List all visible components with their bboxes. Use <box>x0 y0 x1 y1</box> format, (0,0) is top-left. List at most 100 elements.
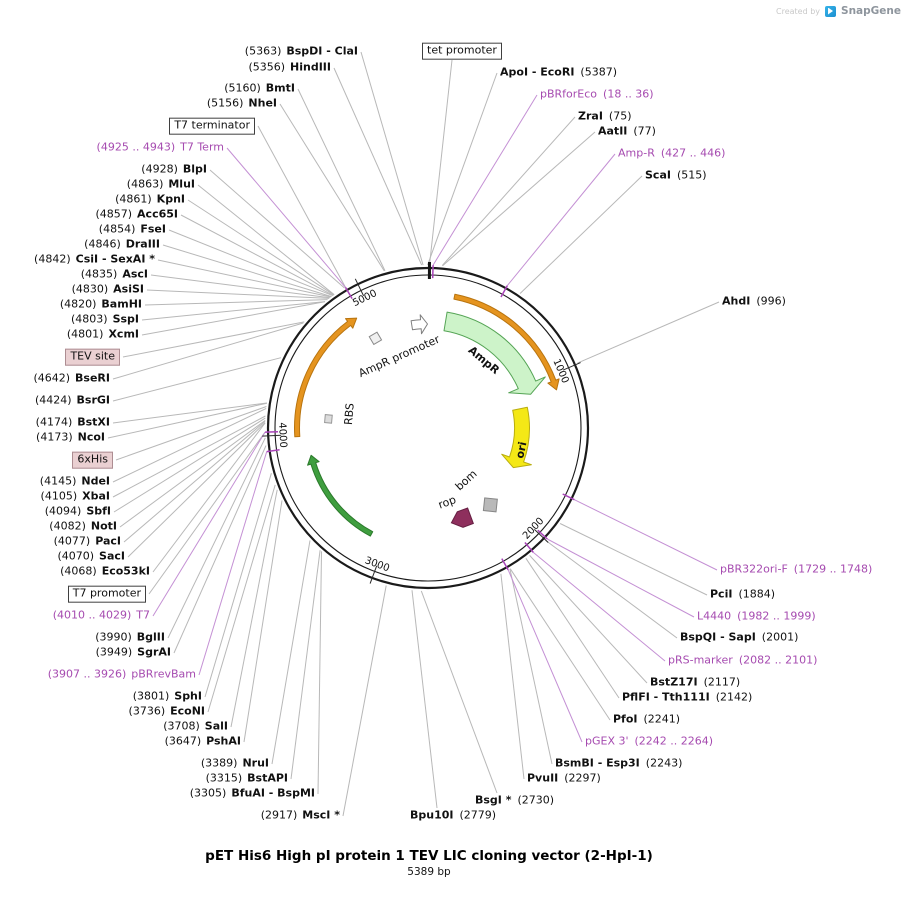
primer-tick[interactable] <box>562 493 575 501</box>
expression-cassette-arc[interactable] <box>294 317 358 438</box>
map-label-pfoi[interactable]: PfoI (2241) <box>613 713 680 727</box>
ampr-outline-arc[interactable] <box>453 293 560 391</box>
rop-mark[interactable] <box>449 507 474 531</box>
map-label-bsgi[interactable]: BsgI * (2730) <box>475 794 554 808</box>
map-label-ahdi[interactable]: AhdI (996) <box>722 295 786 309</box>
map-label-hindiii[interactable]: (5356) HindIII <box>248 61 331 75</box>
map-label-asci[interactable]: (4835) AscI <box>81 268 148 282</box>
map-label-apoi-ecori[interactable]: ApoI - EcoRI (5387) <box>500 66 617 80</box>
map-label-pbrforeco[interactable]: pBRforEco (18 .. 36) <box>540 88 654 102</box>
map-label-csii-sexai[interactable]: (4842) CsiI - SexAI * <box>34 253 155 267</box>
site-name: BstXI <box>77 415 110 429</box>
map-label-tet-promoter[interactable]: tet promoter <box>422 42 502 60</box>
map-label-pbr322ori-f[interactable]: pBR322ori-F (1729 .. 1748) <box>720 563 872 577</box>
map-label-fsei[interactable]: (4854) FseI <box>99 223 166 237</box>
primer-tick[interactable] <box>500 285 508 298</box>
map-label-bseri[interactable]: (4642) BseRI <box>33 372 110 386</box>
map-label-tev-site[interactable]: TEV site <box>65 348 120 366</box>
map-label-t7-terminator[interactable]: T7 terminator <box>169 117 255 135</box>
site-position: (4846) <box>84 237 121 251</box>
leader-line <box>207 484 276 713</box>
primer-tick[interactable] <box>344 287 353 299</box>
map-label-pflfi-tth111i[interactable]: PflFI - Tth111I (2142) <box>622 691 752 705</box>
map-label-noti[interactable]: (4082) NotI <box>49 520 117 534</box>
site-position: (4424) <box>34 393 72 407</box>
map-label-bspqi-sapi[interactable]: BspQI - SapI (2001) <box>680 631 798 645</box>
orf-arc[interactable] <box>307 454 374 537</box>
rbs-mark[interactable] <box>324 414 333 424</box>
map-label-zrai[interactable]: ZraI (75) <box>578 110 632 124</box>
map-label-acc65i[interactable]: (4857) Acc65I <box>95 208 178 222</box>
leader-line <box>420 590 498 794</box>
map-label-bstxi[interactable]: (4174) BstXI <box>36 415 110 430</box>
map-label-prs-marker[interactable]: pRS-marker (2082 .. 2101) <box>668 654 817 668</box>
map-label-saci[interactable]: (4070) SacI <box>57 550 125 564</box>
map-label-t7[interactable]: (4010 .. 4029) T7 <box>52 608 150 623</box>
map-label-sbfi[interactable]: (4094) SbfI <box>45 505 111 519</box>
map-label-l4440[interactable]: L4440 (1982 .. 1999) <box>697 610 816 624</box>
map-label-eco53ki[interactable]: (4068) Eco53kI <box>60 565 150 579</box>
primer-tick[interactable] <box>537 529 548 540</box>
map-label-bsmbi-esp3i[interactable]: BsmBI - Esp3I (2243) <box>555 757 682 771</box>
map-label-bstapi[interactable]: (3315) BstAPI <box>206 772 288 786</box>
map-label-bglii[interactable]: (3990) BglII <box>95 631 165 645</box>
site-name: SphI <box>174 689 202 703</box>
map-label-aatii[interactable]: AatII (77) <box>598 125 656 139</box>
map-label-kpni[interactable]: (4861) KpnI <box>115 193 185 207</box>
primer-tick[interactable] <box>524 542 534 553</box>
map-label-ncoi[interactable]: (4173) NcoI <box>36 431 105 445</box>
map-label-pvuii[interactable]: PvuII (2297) <box>527 772 601 786</box>
map-label-sphi[interactable]: (3801) SphI <box>133 689 202 704</box>
map-label-amp-r[interactable]: Amp-R (427 .. 446) <box>618 147 725 161</box>
map-label-pcii[interactable]: PciI (1884) <box>710 588 775 602</box>
map-label-t7-promoter[interactable]: T7 promoter <box>67 585 146 603</box>
map-label-bsrgi[interactable]: (4424) BsrGI <box>34 393 110 408</box>
ori-label[interactable]: ori <box>513 441 529 460</box>
map-label-paci[interactable]: (4077) PacI <box>54 535 121 549</box>
map-label-pgex-3[interactable]: pGEX 3' (2242 .. 2264) <box>585 735 713 749</box>
map-label-xcmi[interactable]: (4801) XcmI <box>67 328 139 342</box>
snapgene-credit: Created by SnapGene <box>776 5 901 17</box>
leader-line <box>529 555 648 684</box>
site-name: NheI <box>248 96 277 110</box>
site-name: ScaI <box>645 168 671 182</box>
ori-arrow[interactable] <box>501 406 532 469</box>
map-label-ndei[interactable]: (4145) NdeI <box>40 475 110 489</box>
primer-tick[interactable] <box>266 448 280 453</box>
map-label-asisi[interactable]: (4830) AsiSI <box>72 283 144 297</box>
map-label-sali[interactable]: (3708) SalI <box>163 720 228 734</box>
map-label-6xhis[interactable]: 6xHis <box>72 451 113 469</box>
ampr-arrow[interactable] <box>443 311 546 395</box>
map-label-scai[interactable]: ScaI (515) <box>645 168 707 183</box>
map-label-nrui[interactable]: (3389) NruI <box>201 757 269 771</box>
t7-terminator-mark[interactable] <box>368 331 383 346</box>
map-label-sgrai[interactable]: (3949) SgrAI <box>96 646 171 660</box>
map-label-bspdi-clai[interactable]: (5363) BspDI - ClaI <box>245 45 358 59</box>
map-label-bfuai-bspmi[interactable]: (3305) BfuAI - BspMI <box>190 787 315 801</box>
map-label-bstz17i[interactable]: BstZ17I (2117) <box>650 676 740 690</box>
map-label-nhei[interactable]: (5156) NheI <box>207 96 277 111</box>
site-name: BsrGI <box>76 393 110 407</box>
map-label-mlui[interactable]: (4863) MluI <box>127 178 195 192</box>
site-position: (4010 .. 4029) <box>52 608 132 622</box>
primer-tick[interactable] <box>501 558 509 571</box>
rop-label[interactable]: rop <box>436 493 457 511</box>
map-label-xbai[interactable]: (4105) XbaI <box>41 489 110 504</box>
map-label-msci[interactable]: (2917) MscI * <box>261 809 340 823</box>
map-label-draiii[interactable]: (4846) DraIII <box>84 237 160 252</box>
map-label-pshai[interactable]: (3647) PshAI <box>165 735 241 749</box>
map-label-blpi[interactable]: (4928) BlpI <box>141 163 207 177</box>
map-label-econi[interactable]: (3736) EcoNI <box>129 705 205 719</box>
ampr-promoter-arrow[interactable] <box>410 314 428 335</box>
map-label-pbrrevbam[interactable]: (3907 .. 3926) pBRrevBam <box>48 668 196 682</box>
bom-mark[interactable] <box>478 492 503 517</box>
map-label-bamhi[interactable]: (4820) BamHI <box>60 298 142 312</box>
leader-line <box>112 322 304 380</box>
map-label-bmti[interactable]: (5160) BmtI <box>224 82 295 96</box>
rbs-label[interactable]: RBS <box>342 403 357 426</box>
map-label-sspi[interactable]: (4803) SspI <box>71 313 139 327</box>
site-name: XbaI <box>82 489 110 503</box>
map-label-bpu10i[interactable]: Bpu10I (2779) <box>410 809 496 823</box>
map-label-t7-term[interactable]: (4925 .. 4943) T7 Term <box>97 141 224 155</box>
